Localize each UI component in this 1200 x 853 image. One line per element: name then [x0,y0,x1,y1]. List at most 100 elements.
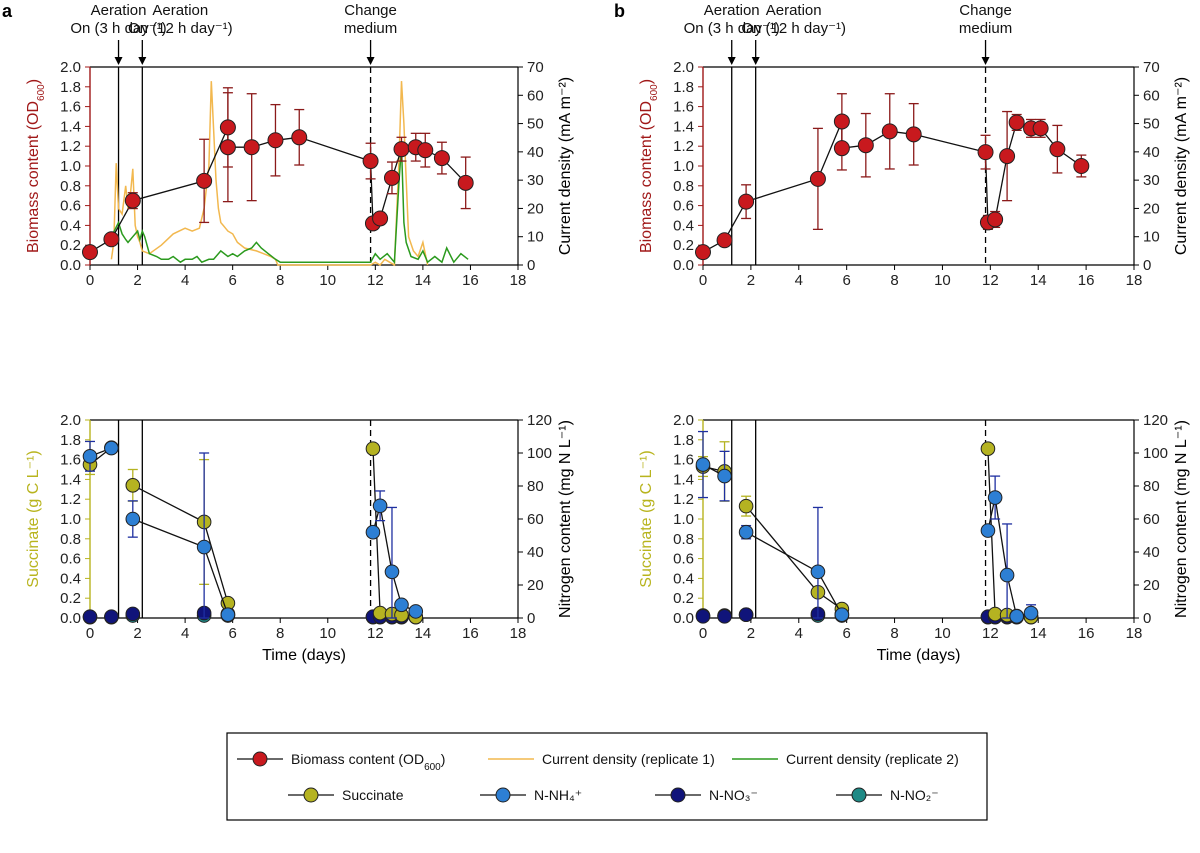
data-point-succinate [365,441,381,457]
x-tick-label: 8 [276,625,284,642]
data-point-nh4 [987,490,1003,505]
series-nh4 [82,440,424,623]
data-point-biomass [291,129,308,146]
y-tick-label: 0.6 [673,198,694,215]
y-tick-label: 1.2 [673,138,694,155]
x-tick-label: 16 [462,272,479,289]
data-point-nh4 [1023,605,1039,621]
data-point-biomass [362,153,379,170]
data-point-biomass [881,123,898,140]
y-tick-label: 1.8 [60,432,81,449]
data-point-biomass [383,169,400,186]
data-point-biomass [695,244,711,261]
data-point-nh4 [125,511,141,527]
y2-tick-label: 120 [1143,412,1168,429]
data-point-biomass [738,193,755,210]
series-connector-succinate [745,505,843,610]
data-point-biomass [716,232,733,249]
legend-label-subscript: 600 [424,762,441,773]
series-connector-succinate [132,484,229,604]
y2-tick-label: 0 [527,610,535,627]
y-axis-title-part: ) [638,79,655,84]
x-tick-label: 6 [228,272,236,289]
series-cd2 [110,146,469,265]
series-line-cd1 [110,81,429,267]
x-tick-label: 0 [699,272,707,289]
x-tick-label: 16 [1078,625,1095,642]
legend-marker [670,787,686,803]
y2-tick-label: 0 [527,257,535,274]
annotation-line-2: On (3 h day⁻¹) [684,20,780,37]
y2-tick-label: 40 [527,144,544,161]
data-point-no3 [738,607,754,623]
data-point-no3 [104,609,119,624]
x-tick-label: 12 [982,625,999,642]
panel-a-top: 0 2 4 6 8 10 12 14 16 18 0.0 0.2 0.4 0.6 0.8 1.0 1.2 1.4 1… [2,1,574,289]
y-tick-label: 0.2 [673,237,694,254]
data-point-biomass [809,170,826,187]
y-tick-label: 0.2 [60,590,81,607]
y2-tick-label: 20 [1143,577,1160,594]
x-tick-label: 0 [699,625,707,642]
y-axis-title: Biomass content (OD600) [25,79,47,253]
legend-box [226,732,988,821]
x-tick-label: 8 [890,625,898,642]
series-biomass [695,93,1090,261]
y-tick-label: 0.0 [673,257,694,274]
data-point-no3 [125,606,141,622]
y-axis-title: Succinate (g C L⁻¹) [638,450,655,587]
y2-tick-label: 40 [527,544,544,561]
x-tick-label: 18 [1126,272,1143,289]
y-axis-title-part: Biomass content (OD [25,101,42,253]
x-tick-label: 16 [1078,272,1095,289]
data-point-biomass [82,244,98,261]
series-no3 [695,606,1039,624]
panel-b-bottom: 0 2 4 6 8 10 12 14 16 18 0.0 0.2 0.4 0.6 0.8 1.0 1.2 1.4 1… [638,412,1190,664]
annotation-line-1: Aeration [766,2,822,19]
y-tick-label: 0.6 [673,551,694,568]
series-cd1 [110,81,429,267]
y-tick-label: 1.2 [673,491,694,508]
y2-tick-label: 80 [1143,478,1160,495]
x-tick-label: 4 [181,272,189,289]
y-tick-label: 0.2 [673,590,694,607]
x-tick-label: 18 [510,272,527,289]
legend-item-cd1: Current density (replicate 1) [488,751,715,767]
y-tick-label: 1.0 [673,158,694,175]
data-point-nh4 [220,607,236,623]
x-tick-label: 8 [276,272,284,289]
annotation-line-1: Aeration [704,2,760,19]
series-no3 [82,605,424,624]
annotation-arrow-head [751,57,760,65]
data-point-succinate [738,498,754,514]
legend-label: N-NO₃⁻ [709,787,758,803]
y-tick-label: 1.4 [60,471,81,488]
data-point-nh4 [196,539,212,555]
x-tick-label: 14 [1030,625,1047,642]
x-tick-label: 12 [982,272,999,289]
series-line-cd2 [110,146,469,265]
data-point-nh4 [104,440,119,456]
y2-tick-label: 100 [527,445,552,462]
data-point-nh4 [738,524,754,540]
data-point-biomass [905,126,922,143]
legend-label: Biomass content (OD600) [291,751,445,773]
data-point-biomass [457,174,474,191]
y2-tick-label: 0 [1143,610,1151,627]
data-point-nh4 [365,524,381,540]
y2-tick-label: 10 [527,229,544,246]
legend-item-no3: N-NO₃⁻ [655,787,758,803]
y-tick-label: 1.0 [60,158,81,175]
series-connector-nh4 [132,518,229,615]
y-tick-label: 1.2 [60,491,81,508]
data-point-biomass [857,137,874,154]
data-point-biomass [977,144,994,161]
data-point-biomass [1032,120,1049,137]
y2-tick-label: 50 [1143,116,1160,133]
data-point-no3 [717,609,732,624]
y-tick-label: 0.4 [60,570,81,587]
series-connector-biomass [702,121,1082,253]
y-axis-title: Succinate (g C L⁻¹) [25,450,42,587]
y-tick-label: 0.6 [60,198,81,215]
